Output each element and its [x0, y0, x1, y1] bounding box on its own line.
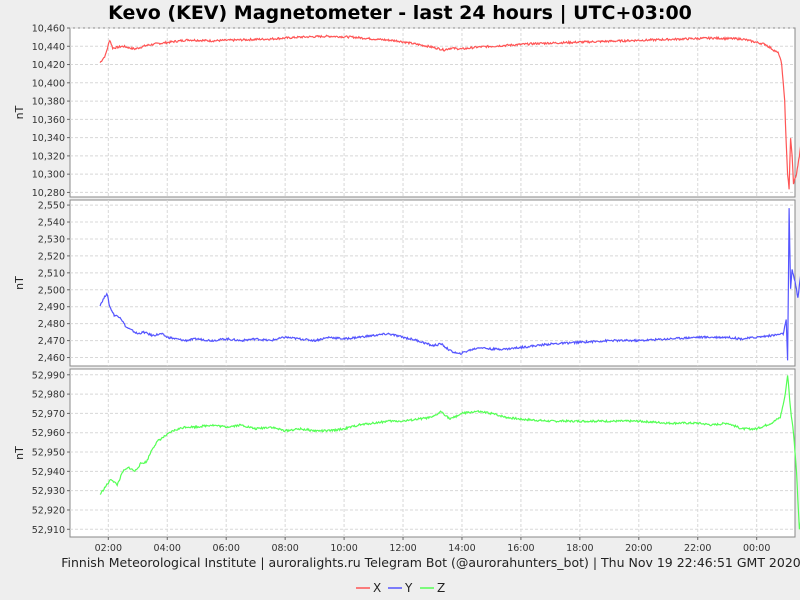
x-tick-label: 06:00	[213, 543, 240, 554]
y-tick-label: 2,520	[38, 251, 65, 262]
y-tick-label: 10,340	[32, 133, 65, 144]
chart-title: Kevo (KEV) Magnetometer - last 24 hours …	[108, 2, 692, 24]
x-tick-label: 20:00	[625, 543, 652, 554]
x-tick-label: 18:00	[566, 543, 593, 554]
legend-label: Y	[404, 581, 413, 595]
x-tick-label: 12:00	[389, 543, 416, 554]
y-tick-label: 10,440	[32, 42, 65, 53]
legend-item-z: Z	[420, 581, 445, 595]
y-tick-label: 52,930	[32, 486, 65, 497]
x-tick-label: 02:00	[95, 543, 122, 554]
y-tick-label: 52,920	[32, 505, 65, 516]
y-axis-label: nT	[13, 276, 26, 290]
y-tick-label: 2,460	[38, 353, 65, 364]
y-tick-label: 2,510	[38, 268, 65, 279]
y-tick-label: 2,470	[38, 336, 65, 347]
y-tick-label: 2,530	[38, 234, 65, 245]
y-tick-label: 2,550	[38, 201, 65, 212]
x-tick-label: 08:00	[271, 543, 298, 554]
series-line-z	[99, 375, 800, 530]
x-tick-label: 10:00	[330, 543, 357, 554]
panel-y: 2,460 2,470 2,480 2,490 2,500 2,510 2,520 2,530…	[13, 199, 800, 367]
legend-label: X	[373, 581, 381, 595]
x-axis: 02:00 04:00 06:00 08:00 10:00 12:00 14:00 16:00…	[95, 537, 770, 554]
series-line-x	[99, 34, 800, 190]
panel-x: 10,280 10,300 10,320 10,340 10,360 10,380 10,4…	[13, 24, 800, 199]
legend-item-x: X	[356, 581, 381, 595]
y-tick-label: 10,460	[32, 24, 65, 35]
legend-item-y: Y	[388, 581, 413, 595]
plot-area	[69, 199, 796, 367]
y-tick-label: 52,910	[32, 525, 65, 536]
chart-legend: X Y Z	[356, 581, 445, 595]
y-axis-label: nT	[13, 105, 26, 119]
x-tick-label: 14:00	[448, 543, 475, 554]
x-tick-label: 00:00	[743, 543, 770, 554]
y-tick-label: 52,950	[32, 448, 65, 459]
plot-area	[69, 368, 796, 538]
y-axis-label: nT	[13, 446, 26, 460]
legend-label: Z	[437, 581, 445, 595]
x-tick-label: 16:00	[507, 543, 534, 554]
y-tick-label: 10,360	[32, 115, 65, 126]
y-tick-label: 2,490	[38, 302, 65, 313]
y-tick-label: 2,500	[38, 285, 65, 296]
y-tick-label: 10,400	[32, 78, 65, 89]
series-line-y	[99, 208, 800, 361]
y-tick-label: 10,380	[32, 97, 65, 108]
chart-panels: 10,280 10,300 10,320 10,340 10,360 10,380 10,4…	[13, 24, 800, 538]
y-tick-label: 10,420	[32, 60, 65, 71]
y-tick-label: 52,940	[32, 467, 65, 478]
chart-footer: Finnish Meteorological Institute | auror…	[61, 555, 800, 570]
y-tick-label: 2,480	[38, 319, 65, 330]
y-tick-label: 2,540	[38, 218, 65, 229]
y-tick-label: 10,320	[32, 151, 65, 162]
y-tick-label: 52,980	[32, 390, 65, 401]
y-tick-label: 52,960	[32, 428, 65, 439]
y-tick-label: 10,300	[32, 170, 65, 181]
y-tick-label: 10,280	[32, 188, 65, 199]
x-tick-label: 04:00	[154, 543, 181, 554]
panel-z: 52,910 52,920 52,930 52,940 52,950 52,960 52,9…	[13, 368, 800, 538]
plot-area	[69, 27, 796, 198]
x-tick-label: 22:00	[684, 543, 711, 554]
y-tick-label: 52,970	[32, 409, 65, 420]
y-tick-label: 52,990	[32, 370, 65, 381]
